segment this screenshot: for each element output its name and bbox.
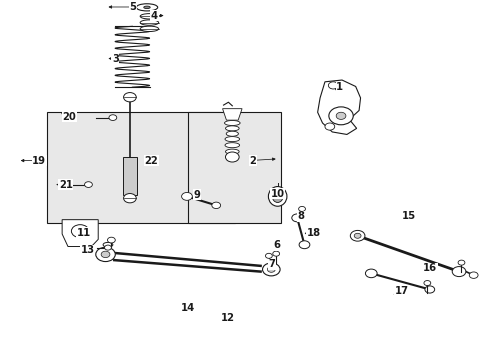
Circle shape (299, 241, 309, 249)
Ellipse shape (224, 121, 240, 126)
Text: 8: 8 (297, 211, 304, 221)
Text: 14: 14 (180, 303, 194, 313)
Text: 16: 16 (422, 263, 436, 273)
Circle shape (123, 194, 136, 203)
Circle shape (451, 266, 465, 276)
Circle shape (325, 123, 334, 130)
Text: 1: 1 (335, 82, 343, 92)
Circle shape (424, 286, 434, 293)
Circle shape (123, 93, 136, 102)
Text: 5: 5 (129, 2, 136, 12)
Circle shape (96, 247, 115, 262)
Text: 12: 12 (220, 313, 234, 323)
Circle shape (265, 253, 272, 258)
Ellipse shape (272, 190, 283, 202)
Polygon shape (62, 220, 98, 247)
Ellipse shape (224, 136, 239, 141)
Ellipse shape (140, 20, 158, 25)
Circle shape (291, 214, 302, 222)
Circle shape (71, 225, 89, 238)
Text: 3: 3 (112, 54, 119, 64)
Circle shape (349, 230, 364, 241)
Ellipse shape (143, 6, 150, 9)
Text: 21: 21 (59, 180, 73, 190)
Ellipse shape (268, 186, 286, 206)
Circle shape (101, 251, 110, 258)
Ellipse shape (140, 26, 158, 32)
Circle shape (262, 263, 280, 276)
Text: 20: 20 (62, 112, 76, 122)
Text: 2: 2 (249, 156, 256, 166)
Circle shape (76, 228, 84, 234)
Ellipse shape (225, 126, 239, 131)
Bar (188, 112, 281, 223)
Text: 15: 15 (402, 211, 415, 221)
Circle shape (181, 193, 192, 200)
Circle shape (272, 251, 279, 256)
Text: 7: 7 (268, 260, 275, 269)
Text: 17: 17 (394, 286, 408, 296)
Circle shape (457, 260, 464, 265)
Circle shape (267, 266, 275, 272)
Text: 9: 9 (193, 190, 200, 199)
Ellipse shape (225, 149, 239, 154)
Polygon shape (317, 80, 360, 134)
Ellipse shape (103, 242, 113, 247)
Ellipse shape (224, 143, 239, 148)
Circle shape (211, 202, 220, 208)
Circle shape (298, 206, 305, 211)
Text: 4: 4 (151, 10, 158, 21)
Circle shape (328, 107, 352, 125)
Circle shape (104, 245, 111, 250)
Polygon shape (222, 109, 242, 120)
Circle shape (468, 272, 477, 278)
Text: 13: 13 (80, 245, 94, 255)
Text: 18: 18 (306, 228, 320, 238)
Circle shape (225, 152, 239, 162)
Circle shape (109, 115, 117, 121)
Text: 10: 10 (270, 189, 284, 199)
Circle shape (107, 237, 115, 243)
Text: 11: 11 (76, 228, 91, 238)
Circle shape (365, 269, 376, 278)
Ellipse shape (226, 131, 238, 136)
Bar (123, 157, 137, 195)
Bar (47, 112, 234, 223)
Circle shape (84, 182, 92, 188)
Text: 22: 22 (144, 156, 158, 166)
Text: 6: 6 (273, 240, 280, 251)
Text: 19: 19 (32, 156, 46, 166)
Circle shape (328, 82, 337, 89)
Circle shape (335, 112, 345, 120)
Circle shape (423, 280, 430, 285)
Ellipse shape (136, 4, 158, 11)
Ellipse shape (140, 14, 158, 19)
Circle shape (353, 233, 360, 238)
